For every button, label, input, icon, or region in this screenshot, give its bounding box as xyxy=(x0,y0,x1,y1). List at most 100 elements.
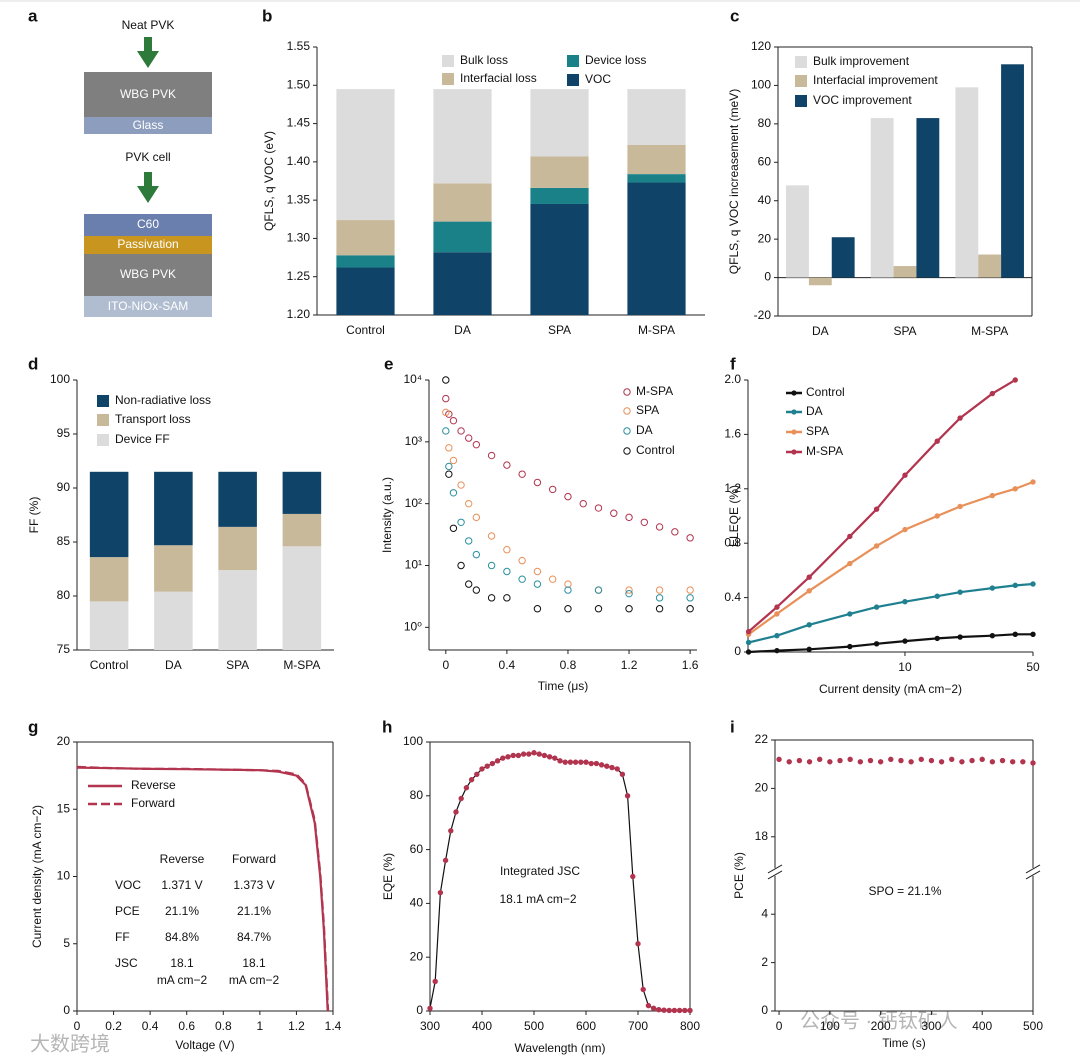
y-axis-label: PCE (%) xyxy=(732,852,746,899)
marker xyxy=(546,754,553,760)
marker xyxy=(564,492,572,501)
y-tick-label: 40 xyxy=(758,193,772,207)
legend-swatch xyxy=(567,55,579,67)
x-tick-label: 300 xyxy=(420,1019,440,1033)
bar xyxy=(978,254,1002,278)
marker xyxy=(898,757,904,764)
y-tick-label: 4 xyxy=(761,906,768,920)
y-tick-label: 1.2 xyxy=(724,481,741,495)
marker xyxy=(1030,479,1036,485)
bar-segment xyxy=(627,89,686,146)
marker xyxy=(609,764,615,771)
marker xyxy=(614,766,620,772)
axis-break xyxy=(1025,864,1041,874)
legend-label: Device FF xyxy=(115,432,170,446)
marker xyxy=(857,759,864,765)
axis-break xyxy=(767,870,783,880)
y-tick-label: 10⁰ xyxy=(404,620,422,634)
marker xyxy=(531,750,537,756)
legend-label: Control xyxy=(806,385,845,399)
y-tick-label: 20 xyxy=(410,949,424,963)
axis-break xyxy=(1025,870,1041,880)
marker xyxy=(442,427,450,435)
x-tick-label: DA xyxy=(812,324,829,338)
bar-segment xyxy=(336,89,395,221)
bar-segment xyxy=(627,145,686,175)
x-tick-label: 1.2 xyxy=(288,1019,305,1033)
bar-segment xyxy=(433,221,492,253)
legend-label: Bulk loss xyxy=(460,53,508,67)
y-axis-label: QFLS, q VOC (eV) xyxy=(262,131,276,231)
marker xyxy=(806,759,813,765)
y-tick-label: 10 xyxy=(57,869,71,883)
y-tick-label: 1.6 xyxy=(724,427,741,441)
y-tick-label: 0.4 xyxy=(724,590,741,604)
bar-segment xyxy=(336,267,395,315)
marker xyxy=(847,560,853,567)
bar-segment xyxy=(89,601,129,650)
table-row-label: VOC xyxy=(115,878,141,892)
marker xyxy=(593,760,600,767)
legend-swatch xyxy=(795,56,807,68)
x-tick-label: DA xyxy=(454,323,471,337)
marker xyxy=(989,759,996,765)
marker xyxy=(908,759,914,765)
bar-segment xyxy=(530,89,589,157)
marker xyxy=(1012,582,1018,589)
y-tick-label: 22 xyxy=(755,732,769,746)
y-tick-label: 1.20 xyxy=(287,307,311,321)
x-tick-label: 200 xyxy=(871,1019,891,1033)
marker xyxy=(457,518,465,526)
axis-break-gap xyxy=(1030,867,1036,876)
layer xyxy=(84,296,212,317)
x-tick-label: SPA xyxy=(226,658,249,672)
x-tick-label: DA xyxy=(165,658,182,672)
marker xyxy=(487,451,496,460)
marker xyxy=(484,763,490,769)
bar-segment xyxy=(218,570,257,650)
layer-label: Passivation xyxy=(117,237,178,251)
bar-segment xyxy=(530,187,589,204)
y-tick-label: 0 xyxy=(734,644,741,658)
table-cell: 21.1% xyxy=(237,904,271,918)
bar-segment xyxy=(433,252,492,315)
marker xyxy=(671,528,679,536)
table-row-label: FF xyxy=(115,930,130,944)
y-tick-label: 1.30 xyxy=(287,231,311,245)
legend-label: DA xyxy=(806,404,823,418)
marker xyxy=(548,485,557,494)
marker xyxy=(465,434,473,442)
x-tick-label: SPA xyxy=(548,323,571,337)
marker xyxy=(957,589,963,595)
bar-segment xyxy=(282,471,322,514)
marker xyxy=(745,628,752,635)
y-tick-label: 95 xyxy=(57,426,71,440)
legend-marker xyxy=(623,447,631,455)
marker xyxy=(564,605,572,613)
y-tick-label: 5 xyxy=(63,936,70,950)
table-cell: mA cm−2 xyxy=(157,973,208,987)
marker xyxy=(562,759,568,765)
y-tick-label: -20 xyxy=(754,308,772,322)
bar xyxy=(786,185,809,278)
panel-label: c xyxy=(730,6,739,25)
legend-label: Forward xyxy=(131,796,175,810)
marker xyxy=(449,524,458,532)
y-tick-label: 85 xyxy=(57,534,71,548)
marker xyxy=(1012,377,1018,383)
marker xyxy=(774,647,780,654)
y-axis-label: EQE (%) xyxy=(381,853,395,900)
table-cell: mA cm−2 xyxy=(229,973,280,987)
marker xyxy=(505,754,511,760)
marker xyxy=(487,561,496,570)
marker xyxy=(902,598,908,605)
marker xyxy=(661,1007,667,1013)
marker xyxy=(656,1006,662,1013)
marker xyxy=(518,556,526,565)
legend-label: Interfacial loss xyxy=(460,71,537,85)
bar-segment xyxy=(627,174,686,183)
x-tick-label: 0 xyxy=(442,658,449,672)
y-tick-label: 10¹ xyxy=(405,558,422,572)
marker xyxy=(989,632,996,639)
